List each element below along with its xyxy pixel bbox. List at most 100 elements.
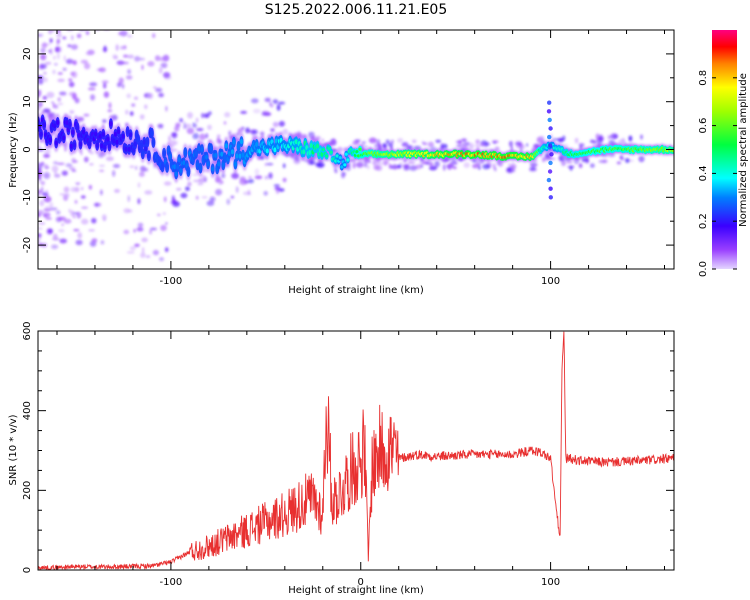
y-tick-label: 200	[22, 481, 33, 500]
heatmap-noise-cell	[263, 112, 272, 116]
heatmap-noise-cell	[282, 128, 289, 136]
heatmap-noise-cell	[43, 77, 48, 83]
heatmap-noise-cell	[139, 57, 145, 61]
heatmap-noise-cell	[411, 139, 417, 144]
heatmap-noise-cell	[184, 123, 192, 128]
heatmap-noise-cell	[260, 131, 265, 136]
heatmap-core-cell	[198, 165, 203, 171]
heatmap-noise-cell	[201, 196, 208, 199]
heatmap-noise-cell	[175, 122, 181, 128]
heatmap-noise-cell	[640, 134, 643, 140]
heatmap-core-cell	[109, 121, 113, 127]
heatmap-core-cell	[338, 156, 342, 160]
heatmap-noise-cell	[38, 233, 42, 238]
heatmap-noise-cell	[462, 141, 469, 147]
heatmap-noise-cell	[72, 60, 77, 66]
colorbar-tick-label: 0.4	[698, 165, 709, 181]
heatmap-core-cell	[68, 121, 72, 127]
heatmap-noise-cell	[337, 146, 343, 153]
heatmap-noise-cell	[43, 208, 51, 212]
heatmap-core-cell	[133, 141, 137, 147]
heatmap-noise-cell	[240, 110, 248, 114]
heatmap-noise-cell	[245, 127, 250, 134]
heatmap-noise-cell	[510, 145, 513, 152]
heatmap-noise-cell	[155, 87, 163, 93]
heatmap-noise-cell	[455, 145, 462, 148]
heatmap-core-cell	[182, 160, 186, 166]
heatmap-noise-cell	[158, 67, 163, 74]
colorbar-gradient	[712, 30, 737, 269]
heatmap-noise-cell	[170, 200, 179, 205]
heatmap-noise-cell	[209, 196, 216, 202]
heatmap-noise-cell	[80, 195, 86, 199]
heatmap-noise-cell	[47, 228, 53, 233]
heatmap-noise-cell	[264, 175, 269, 180]
heatmap-noise-cell	[372, 160, 377, 166]
heatmap-noise-cell	[53, 161, 58, 165]
heatmap-noise-cell	[125, 109, 129, 115]
heatmap-core-cell	[211, 166, 215, 172]
heatmap-core-cell	[150, 130, 154, 136]
heatmap-noise-cell	[77, 232, 83, 239]
heatmap-noise-cell	[415, 164, 422, 170]
heatmap-noise-cell	[350, 159, 354, 163]
heatmap-spike-cell	[546, 177, 552, 183]
heatmap-noise-cell	[508, 162, 511, 168]
heatmap-noise-cell	[118, 32, 121, 35]
heatmap-core-cell	[355, 150, 359, 154]
heatmap-noise-cell	[526, 143, 528, 147]
heatmap-noise-cell	[89, 151, 94, 155]
heatmap-core-cell	[179, 168, 183, 174]
heatmap-core-cell	[107, 143, 111, 149]
heatmap-noise-cell	[613, 134, 619, 139]
heatmap-noise-cell	[191, 122, 197, 128]
heatmap-noise-cell	[186, 127, 195, 135]
heatmap-spike-cell	[546, 109, 552, 114]
heatmap-noise-cell	[137, 182, 141, 188]
heatmap-noise-cell	[474, 144, 483, 147]
heatmap-noise-cell	[134, 243, 140, 247]
heatmap-core-cell	[78, 141, 83, 147]
heatmap-noise-cell	[461, 138, 467, 142]
heatmap-core-cell	[101, 131, 105, 137]
heatmap-core-cell	[115, 139, 119, 145]
heatmap-core-cell	[320, 151, 324, 157]
heatmap-noise-cell	[114, 188, 120, 193]
heatmap-core-cell	[255, 142, 259, 147]
heatmap-noise-cell	[44, 22, 51, 25]
heatmap-noise-cell	[472, 163, 479, 169]
heatmap-noise-cell	[253, 129, 258, 135]
heatmap-noise-cell	[137, 198, 141, 205]
heatmap-core-cell	[39, 131, 43, 137]
heatmap-core-cell	[121, 133, 125, 139]
heatmap-core-cell	[340, 165, 344, 169]
heatmap-core-cell	[103, 144, 107, 150]
heatmap-noise-cell	[129, 165, 135, 168]
heatmap-noise-cell	[56, 33, 63, 38]
heatmap-noise-cell	[230, 195, 235, 199]
heatmap-noise-cell	[157, 123, 164, 128]
heatmap-noise-cell	[273, 184, 280, 187]
heatmap-noise-cell	[72, 212, 79, 215]
heatmap-noise-cell	[131, 103, 136, 107]
heatmap-noise-cell	[103, 27, 111, 30]
heatmap-noise-cell	[163, 72, 171, 78]
heatmap-core-cell	[232, 139, 236, 145]
heatmap-noise-cell	[91, 217, 97, 224]
heatmap-noise-cell	[147, 92, 154, 100]
heatmap-core-cell	[221, 162, 225, 168]
heatmap-noise-cell	[628, 135, 633, 142]
heatmap-core-cell	[129, 132, 133, 138]
heatmap-core-cell	[65, 120, 69, 126]
heatmap-noise-cell	[153, 86, 157, 89]
heatmap-noise-cell	[421, 161, 430, 165]
x-tick-label: -100	[160, 276, 183, 287]
heatmap-noise-cell	[252, 108, 261, 114]
heatmap-noise-cell	[101, 80, 109, 84]
heatmap-core-cell	[200, 147, 204, 153]
heatmap-noise-cell	[401, 142, 409, 147]
heatmap-core-cell	[315, 143, 320, 149]
heatmap-noise-cell	[68, 81, 75, 88]
heatmap-noise-cell	[122, 61, 129, 65]
heatmap-spike-cell	[549, 152, 554, 157]
